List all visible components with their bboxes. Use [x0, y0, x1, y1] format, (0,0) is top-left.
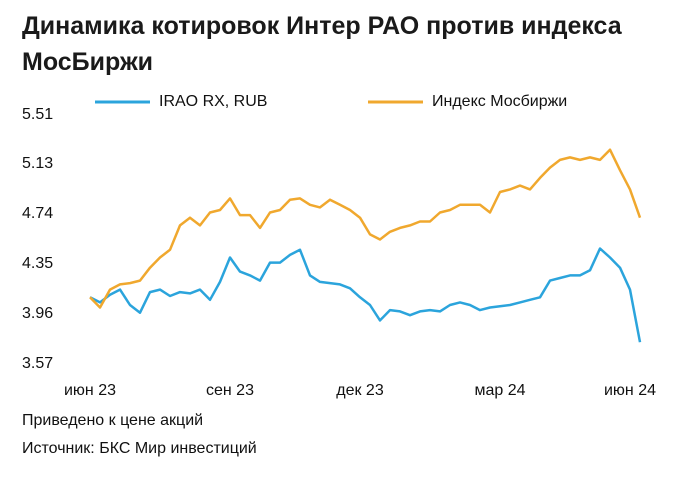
- x-tick-label: мар 24: [474, 382, 525, 399]
- y-tick-label: 4.74: [22, 205, 53, 222]
- y-tick-label: 5.13: [22, 155, 53, 172]
- y-tick-label: 3.96: [22, 305, 53, 322]
- y-tick-label: 4.35: [22, 255, 53, 272]
- legend-label: Индекс Мосбиржи: [432, 93, 567, 110]
- x-tick-label: июн 23: [64, 382, 116, 399]
- series-line: [89, 148, 642, 309]
- chart-title: Динамика котировок Интер РАО против инде…: [22, 12, 622, 76]
- note: Приведено к цене акций: [22, 412, 203, 429]
- x-tick-label: дек 23: [336, 382, 384, 399]
- y-tick-label: 5.51: [22, 106, 53, 123]
- legend-label: IRAO RX, RUB: [159, 93, 267, 110]
- y-tick-label: 3.57: [22, 355, 53, 372]
- x-tick-label: июн 24: [604, 382, 656, 399]
- note: Источник: БКС Мир инвестиций: [22, 440, 257, 457]
- series-line: [89, 247, 642, 343]
- x-tick-label: сен 23: [206, 382, 254, 399]
